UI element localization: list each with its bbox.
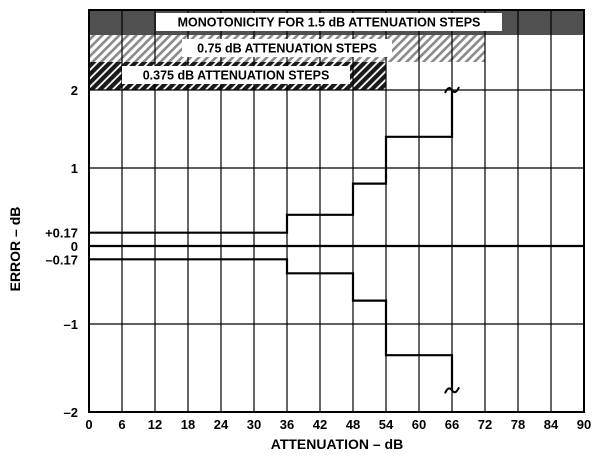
x-tick-label-14: 84 bbox=[544, 417, 559, 432]
y-tick-label-6: –2 bbox=[64, 405, 78, 420]
x-tick-label-9: 54 bbox=[379, 417, 394, 432]
break-mark-0 bbox=[444, 86, 460, 94]
band-label-box-1 bbox=[182, 39, 392, 57]
band-label-0: MONOTONICITY FOR 1.5 dB ATTENUATION STEP… bbox=[178, 16, 481, 30]
x-tick-label-2: 12 bbox=[148, 417, 162, 432]
y-tick-label-5: –1 bbox=[64, 317, 78, 332]
x-tick-label-12: 72 bbox=[478, 417, 492, 432]
y-tick-label-1: 1 bbox=[71, 161, 78, 176]
band-labels: MONOTONICITY FOR 1.5 dB ATTENUATION STEP… bbox=[122, 13, 502, 84]
x-tick-label-8: 48 bbox=[346, 417, 360, 432]
series-2-line bbox=[89, 258, 454, 391]
x-tick-label-0: 0 bbox=[85, 417, 92, 432]
x-tick-label-5: 30 bbox=[247, 417, 261, 432]
plot-frame bbox=[88, 9, 585, 413]
x-tick-label-1: 6 bbox=[118, 417, 125, 432]
x-axis-label: ATTENUATION – dB bbox=[271, 436, 403, 452]
band-label-box-2 bbox=[122, 66, 350, 84]
band-label-box-0 bbox=[156, 13, 502, 31]
band-label-2: 0.375 dB ATTENUATION STEPS bbox=[143, 69, 330, 83]
x-tick-label-4: 24 bbox=[214, 417, 229, 432]
x-tick-label-6: 36 bbox=[280, 417, 294, 432]
series-0-line bbox=[89, 90, 454, 234]
x-tick-label-3: 18 bbox=[181, 417, 195, 432]
x-tick-label-13: 78 bbox=[511, 417, 525, 432]
error-series bbox=[89, 90, 584, 391]
band-label-1: 0.75 dB ATTENUATION STEPS bbox=[197, 42, 377, 56]
x-tick-label-15: 90 bbox=[577, 417, 591, 432]
x-tick-label-7: 42 bbox=[313, 417, 327, 432]
axis-break-marks bbox=[444, 86, 460, 394]
x-tick-label-11: 66 bbox=[445, 417, 459, 432]
y-tick-label-3: 0 bbox=[71, 239, 78, 254]
y-axis-label: ERROR – dB bbox=[7, 207, 23, 292]
x-tick-labels: 0 6 12 18 24 30 36 42 48 54 60 66 72 78 84 90 bbox=[85, 417, 591, 432]
y-tick-label-0: 2 bbox=[71, 83, 78, 98]
y-tick-label-4: –0.17 bbox=[45, 252, 78, 267]
y-tick-labels: 2 1 +0.170–0.17 –1 –2 bbox=[45, 83, 78, 420]
break-mark-1 bbox=[444, 386, 460, 394]
x-tick-label-10: 60 bbox=[412, 417, 426, 432]
y-tick-label-2: +0.17 bbox=[45, 226, 78, 241]
